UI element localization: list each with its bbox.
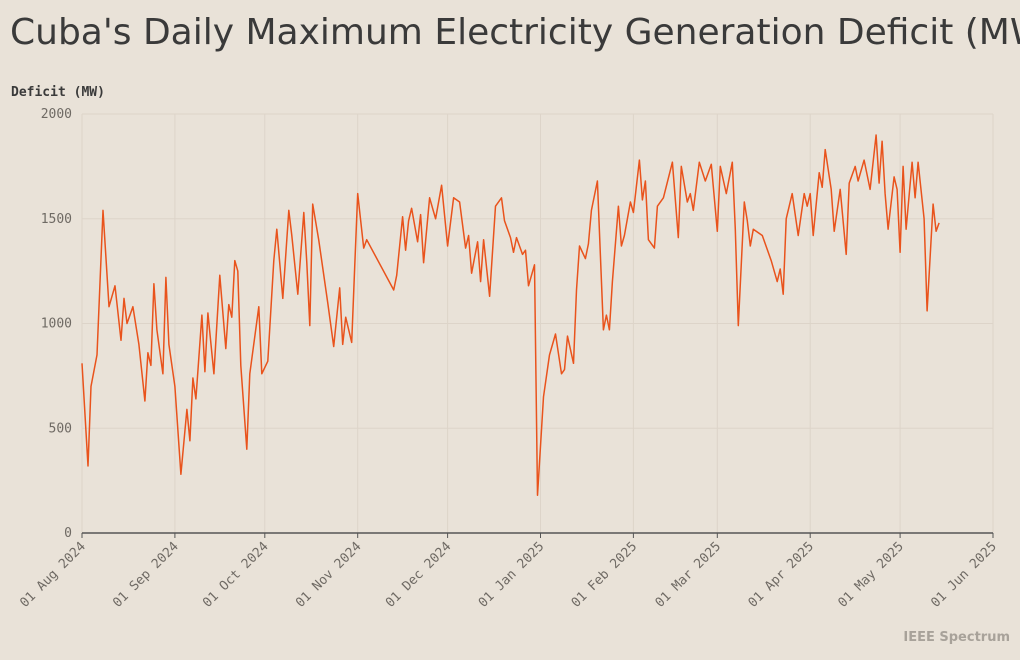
chart-title: Cuba's Daily Maximum Electricity Generat… bbox=[10, 12, 1020, 53]
x-tick-label: 01 Feb 2025 bbox=[569, 539, 640, 610]
y-axis-label: Deficit (MW) bbox=[11, 85, 105, 100]
y-tick-label: 1500 bbox=[41, 212, 72, 227]
x-tick-label: 01 May 2025 bbox=[835, 539, 906, 610]
x-tick-label: 01 Jun 2025 bbox=[928, 539, 999, 610]
y-tick-label: 500 bbox=[49, 421, 72, 436]
data-line bbox=[81, 134, 940, 497]
y-tick-label: 2000 bbox=[41, 107, 72, 122]
x-tick-label: 01 Apr 2025 bbox=[746, 539, 817, 610]
x-tick-label: 01 Dec 2024 bbox=[383, 539, 455, 611]
x-tick-label: 01 Sep 2024 bbox=[110, 539, 182, 611]
brand: IEEE Spectrum bbox=[903, 630, 1010, 645]
x-tick-label: 01 Oct 2024 bbox=[200, 539, 272, 611]
x-tick-label: 01 Jan 2025 bbox=[476, 539, 547, 610]
y-tick-label: 1000 bbox=[41, 317, 72, 332]
x-tick-label: 01 Aug 2024 bbox=[17, 539, 89, 611]
y-tick-label: 0 bbox=[64, 526, 72, 541]
x-tick-label: 01 Mar 2025 bbox=[653, 539, 724, 610]
x-tick-label: 01 Nov 2024 bbox=[293, 539, 365, 611]
